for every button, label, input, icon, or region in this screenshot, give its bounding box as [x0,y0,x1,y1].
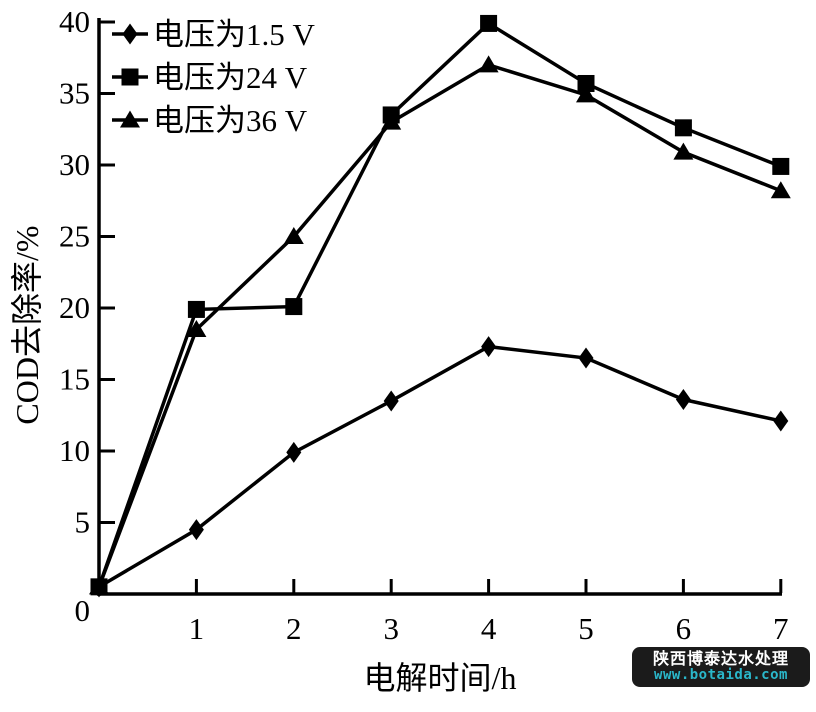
series-1-marker-square [577,74,595,92]
series-0-marker-diamond [188,519,204,541]
x-tick-label: 4 [481,611,497,646]
x-axis-title: 电解时间/h [364,660,517,696]
x-tick-label: 3 [383,611,399,646]
series-0-marker-diamond [286,441,302,463]
legend-label: 电压为24 V [153,60,308,95]
series-1-marker-square [480,14,498,32]
x-tick-label: 7 [773,611,789,646]
series-2-marker-triangle [89,577,109,595]
y-tick-label: 20 [59,290,90,325]
legend-label: 电压为36 V [153,103,308,138]
x-tick-label: 2 [286,611,302,646]
y-tick-label: 25 [59,219,90,254]
series-2-marker-triangle [673,142,694,160]
x-tick-label: 5 [578,611,594,646]
series-0-marker-diamond [578,347,594,369]
series-1-marker-square [285,298,303,316]
legend-label: 电压为1.5 V [153,17,315,52]
series-2-marker-triangle [283,227,304,244]
series-2-marker-triangle [381,112,402,130]
series-0-marker-diamond [383,390,399,412]
y-tick-label: 5 [75,505,91,540]
y-tick-label: 30 [59,147,90,182]
x-tick-label: 1 [189,611,205,646]
y-tick-label: 35 [59,76,90,111]
series-1-marker-square [674,119,692,137]
legend-square-icon [121,68,139,86]
series-2-marker-triangle [478,55,499,73]
watermark-url: www.botaida.com [654,666,788,683]
series-1-marker-square [772,157,790,175]
x-tick-label: 6 [676,611,692,646]
series-1-marker-square [187,300,205,318]
y-tick-label: 15 [59,362,90,397]
origin-tick-label: 0 [75,593,91,628]
legend-diamond-icon [122,23,138,45]
y-tick-label: 40 [59,4,90,39]
watermark-company-name: 陕西博泰达水处理 [652,649,789,668]
series-2-marker-triangle [770,181,791,199]
y-tick-label: 10 [59,433,90,468]
series-0-marker-diamond [481,336,497,358]
series-0-marker-diamond [773,410,789,432]
series-line-1 [97,21,782,588]
y-axis-title: COD去除率/% [9,225,45,424]
series-line-0 [98,344,782,589]
legend-triangle-icon [120,110,140,128]
series-0-marker-diamond [675,389,691,411]
series-2-marker-triangle [576,85,596,103]
watermark: 陕西博泰达水处理 www.botaida.com [632,647,810,687]
series-2-marker-triangle [186,319,207,337]
series-line-2 [97,63,782,588]
